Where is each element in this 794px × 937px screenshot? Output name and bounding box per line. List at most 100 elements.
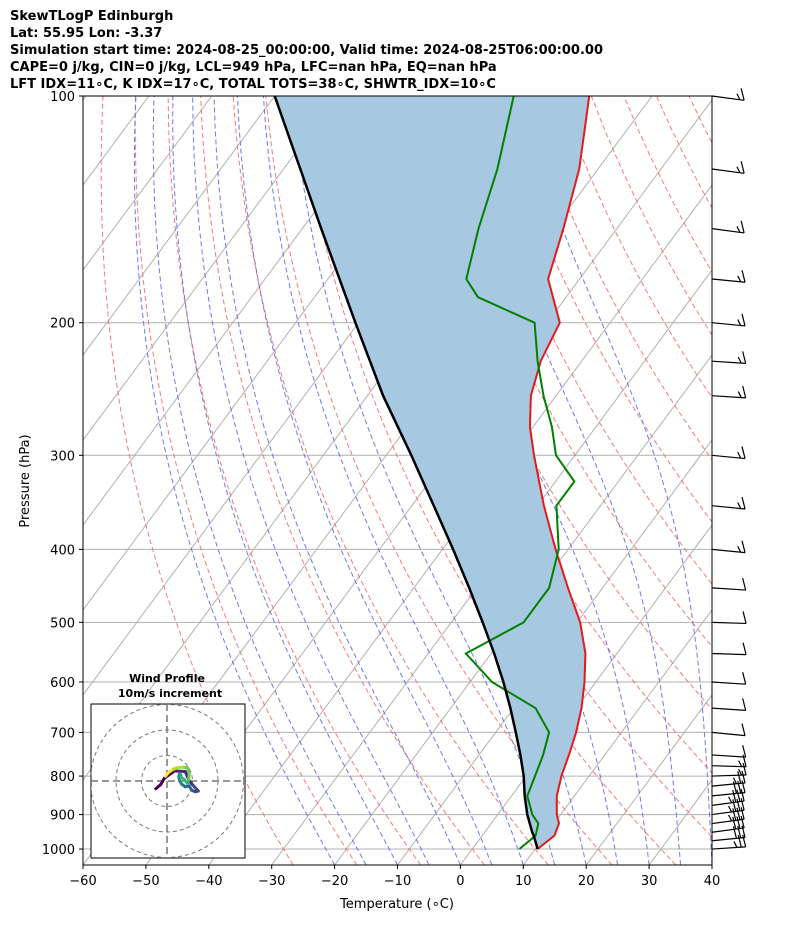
cape-line: CAPE=0 j/kg, CIN=0 j/kg, LCL=949 hPa, LF… bbox=[10, 60, 497, 75]
time-line: Simulation start time: 2024-08-25_00:00:… bbox=[10, 43, 603, 58]
isotherm-line bbox=[83, 96, 213, 271]
moist-adiabat bbox=[172, 96, 398, 865]
wind-profile-inset: Wind Profile 10m/s increment bbox=[90, 672, 246, 859]
dry-adiabat bbox=[558, 96, 712, 399]
dry-adiabat bbox=[134, 96, 358, 865]
x-tick-label: 10 bbox=[515, 874, 532, 889]
inset-rings bbox=[91, 704, 245, 858]
wind-barb bbox=[711, 88, 745, 101]
isotherm-line bbox=[83, 96, 401, 526]
y-tick-label: 800 bbox=[50, 770, 75, 785]
x-axis: −60 −50 −40 −30 −20 −10 0 10 20 30 40 bbox=[69, 865, 720, 889]
x-tick-label: −60 bbox=[69, 874, 96, 889]
wind-barb bbox=[711, 220, 745, 234]
dry-adiabat bbox=[787, 96, 794, 865]
x-tick-label: 20 bbox=[578, 874, 595, 889]
dry-adiabat bbox=[265, 96, 613, 865]
dry-adiabat bbox=[167, 96, 422, 865]
wind-barb bbox=[711, 446, 746, 460]
wind-barb bbox=[711, 672, 747, 685]
wind-barb bbox=[711, 313, 746, 327]
wind-barb bbox=[711, 577, 747, 591]
y-tick-label: 300 bbox=[50, 449, 75, 464]
parcel-series bbox=[273, 96, 539, 850]
dry-adiabat bbox=[232, 96, 549, 865]
dry-adiabat bbox=[688, 96, 712, 144]
isotherm-line bbox=[711, 864, 712, 865]
inset-title: Wind Profile bbox=[129, 672, 205, 685]
moist-adiabat bbox=[213, 96, 461, 865]
dry-adiabat bbox=[525, 96, 712, 461]
isotherm-line bbox=[83, 96, 87, 101]
dry-adiabat bbox=[722, 96, 794, 865]
wind-barb bbox=[711, 270, 746, 283]
moist-adiabat bbox=[152, 96, 367, 865]
wind-barb bbox=[711, 798, 745, 816]
x-tick-label: 0 bbox=[456, 874, 464, 889]
hodograph-segment bbox=[164, 772, 169, 778]
wind-barb bbox=[711, 642, 747, 656]
isotherm-line bbox=[648, 779, 712, 865]
wind-barb bbox=[711, 161, 745, 174]
dry-adiabat bbox=[656, 96, 712, 209]
location-line: Lat: 55.95 Lon: -3.37 bbox=[10, 26, 163, 41]
isotherm-line bbox=[334, 354, 712, 865]
y-tick-label: 400 bbox=[50, 543, 75, 558]
x-tick-label: −20 bbox=[321, 874, 348, 889]
y-axis-label: Pressure (hPa) bbox=[18, 434, 33, 527]
dry-adiabat bbox=[297, 96, 677, 865]
parcel-area-fill bbox=[274, 96, 590, 849]
wind-barb bbox=[711, 815, 745, 833]
y-tick-label: 100 bbox=[50, 90, 75, 105]
isotherm-line bbox=[83, 96, 338, 441]
hodograph-segment bbox=[173, 769, 187, 773]
moist-adiabat bbox=[192, 96, 430, 865]
temperature-series bbox=[528, 96, 591, 850]
moist-adiabat bbox=[517, 96, 712, 865]
dry-adiabat bbox=[200, 96, 485, 865]
wind-barb bbox=[711, 762, 747, 777]
wind-barb bbox=[711, 611, 747, 625]
x-tick-label: −40 bbox=[195, 874, 222, 889]
x-tick-label: −50 bbox=[132, 874, 159, 889]
y-tick-label: 1000 bbox=[42, 843, 75, 858]
x-tick-label: 30 bbox=[641, 874, 658, 889]
chart-title: SkewTLogP Edinburgh bbox=[10, 9, 174, 24]
y-axis: 1000 900 800 700 600 500 400 300 200 100 bbox=[42, 90, 83, 858]
x-tick-label: −10 bbox=[384, 874, 411, 889]
wind-barbs bbox=[711, 88, 747, 850]
hodograph-series bbox=[154, 765, 200, 794]
moist-adiabat bbox=[262, 96, 524, 865]
wind-barb bbox=[711, 745, 747, 758]
moist-adiabat bbox=[133, 96, 336, 865]
y-tick-label: 600 bbox=[50, 676, 75, 691]
dry-adiabat bbox=[754, 96, 794, 865]
wind-barb bbox=[711, 723, 746, 737]
wind-barb bbox=[711, 698, 747, 711]
wind-barb bbox=[711, 834, 747, 850]
y-tick-label: 200 bbox=[50, 317, 75, 332]
isotherm-line bbox=[271, 269, 712, 865]
wind-barb bbox=[711, 385, 747, 399]
dry-adiabat bbox=[362, 96, 712, 774]
isotherm-line bbox=[585, 694, 712, 865]
x-tick-label: 40 bbox=[704, 874, 721, 889]
wind-barb bbox=[711, 770, 746, 787]
y-tick-label: 900 bbox=[50, 809, 75, 824]
wind-barb bbox=[711, 496, 746, 510]
y-tick-label: 700 bbox=[50, 726, 75, 741]
isotherm-line bbox=[83, 96, 276, 356]
y-tick-label: 500 bbox=[50, 616, 75, 631]
dry-adiabat bbox=[623, 96, 712, 273]
moist-adiabat bbox=[458, 96, 681, 865]
wind-barb bbox=[711, 788, 745, 806]
wind-barb bbox=[711, 540, 746, 554]
dewpoint-series bbox=[464, 96, 576, 850]
wind-barb bbox=[711, 825, 746, 842]
x-tick-label: −30 bbox=[258, 874, 285, 889]
wind-barb bbox=[711, 351, 747, 364]
isotherm-line bbox=[522, 609, 712, 865]
inset-subtitle: 10m/s increment bbox=[118, 687, 222, 700]
moist-adiabat bbox=[237, 96, 493, 865]
